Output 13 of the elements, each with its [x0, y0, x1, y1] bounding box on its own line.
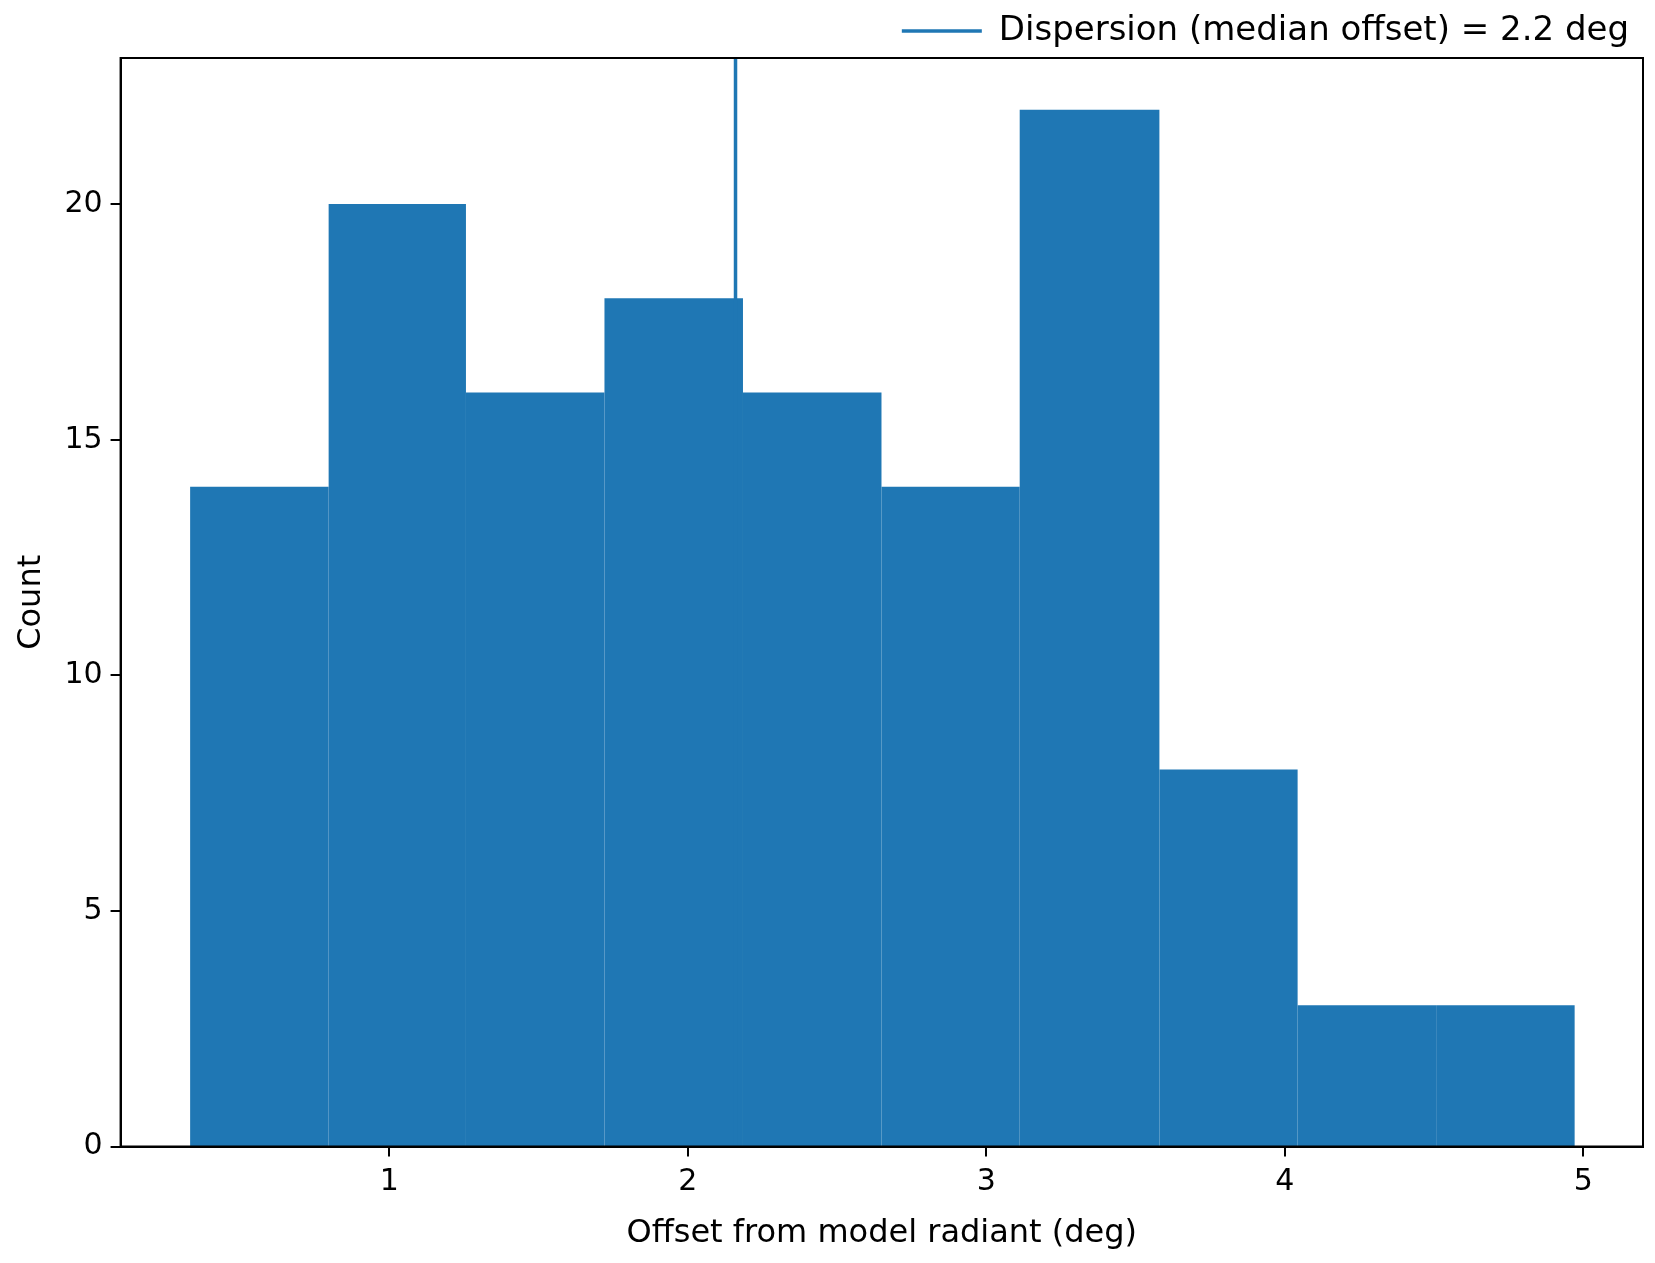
x-tick-label: 3 — [976, 1162, 996, 1198]
x-tick-label: 5 — [1573, 1162, 1593, 1198]
y-axis-title: Count — [9, 554, 48, 650]
x-axis-title: Offset from model radiant (deg) — [626, 1212, 1138, 1251]
y-tick-label: 0 — [83, 1126, 103, 1162]
legend-label: Dispersion (median offset) = 2.2 deg — [998, 7, 1630, 48]
x-tick-label: 2 — [678, 1162, 698, 1198]
y-tick-label: 5 — [83, 890, 103, 926]
y-tick-label: 10 — [64, 655, 103, 691]
y-tick-label: 15 — [64, 419, 103, 455]
x-tick-label: 4 — [1275, 1162, 1295, 1198]
x-tick-label: 1 — [379, 1162, 399, 1198]
y-tick-label: 20 — [64, 183, 103, 219]
